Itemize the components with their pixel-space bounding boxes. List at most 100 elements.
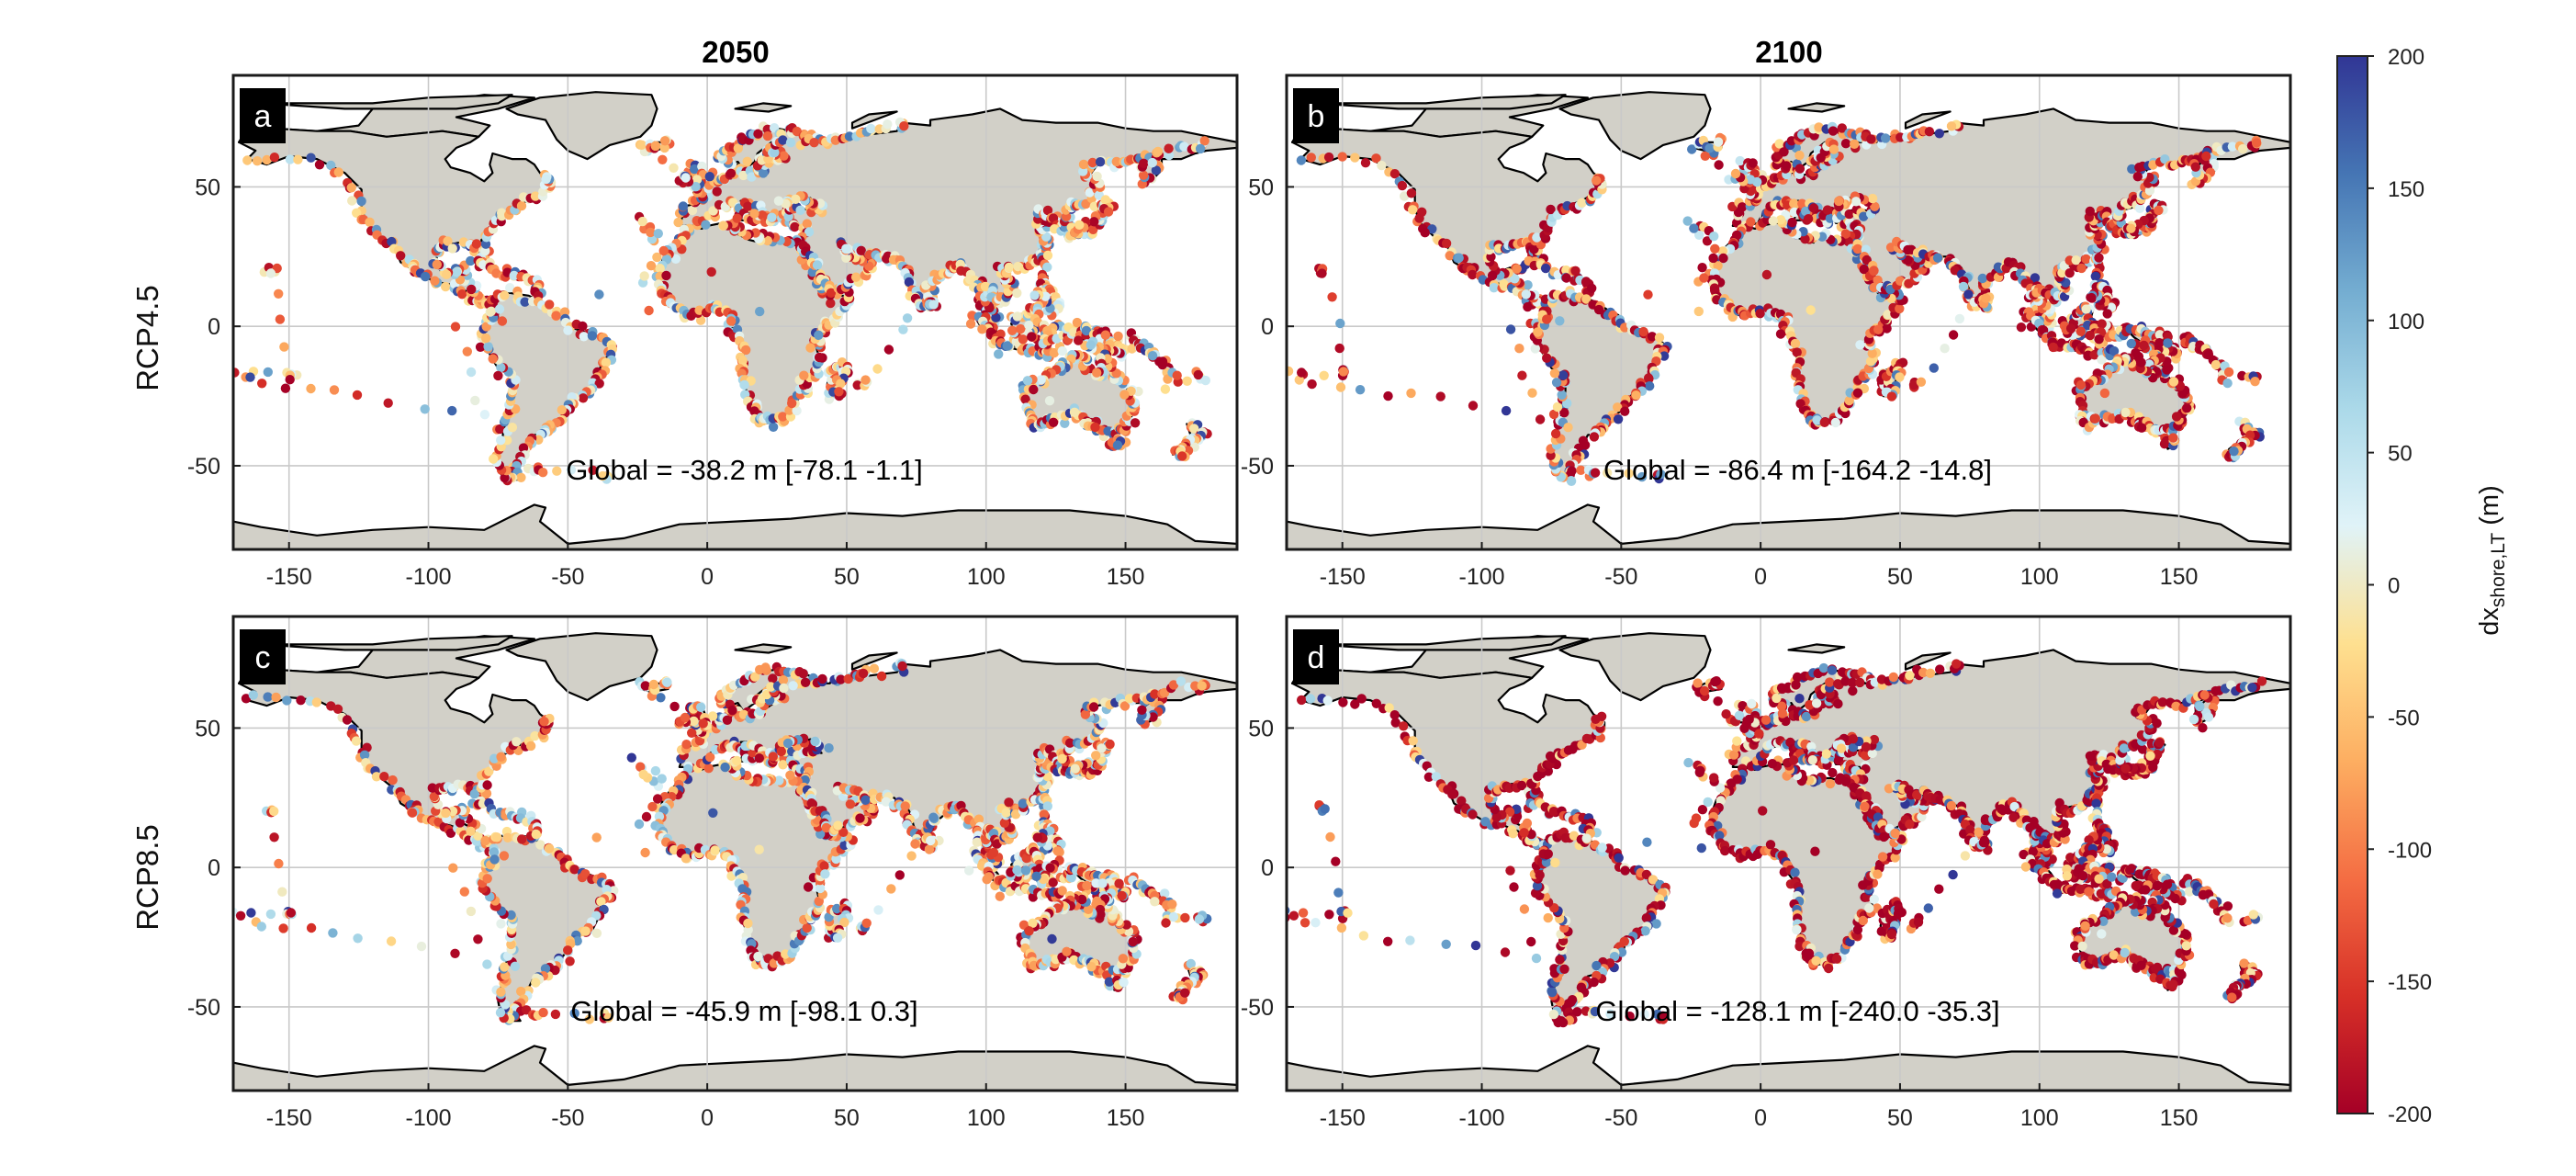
data-point bbox=[1514, 344, 1524, 353]
data-point bbox=[508, 423, 517, 432]
x-tick-label: 100 bbox=[967, 564, 1006, 590]
data-point bbox=[1804, 214, 1813, 223]
data-point bbox=[1794, 151, 1804, 160]
data-point bbox=[2100, 389, 2109, 398]
data-point bbox=[851, 273, 861, 282]
data-point bbox=[1775, 139, 1784, 148]
data-point bbox=[726, 316, 736, 325]
data-point bbox=[898, 325, 907, 334]
data-point bbox=[1531, 344, 1540, 353]
data-point bbox=[1552, 378, 1561, 387]
data-point bbox=[994, 349, 1003, 358]
x-tick-label: 0 bbox=[1754, 564, 1767, 590]
data-point bbox=[2087, 293, 2096, 302]
data-point bbox=[669, 164, 678, 173]
data-point bbox=[1655, 333, 1664, 342]
data-point bbox=[588, 331, 597, 340]
data-point bbox=[1045, 396, 1054, 405]
data-point bbox=[592, 929, 602, 938]
data-point bbox=[1455, 254, 1464, 263]
data-point bbox=[282, 695, 291, 705]
colorbar-tick-label: 200 bbox=[2388, 45, 2424, 70]
data-point bbox=[315, 160, 324, 169]
data-point bbox=[1324, 153, 1333, 162]
data-point bbox=[1699, 273, 1708, 282]
data-point bbox=[489, 454, 498, 463]
data-point bbox=[532, 830, 541, 839]
data-point bbox=[2120, 408, 2130, 417]
data-point bbox=[552, 467, 561, 476]
data-point bbox=[365, 218, 374, 227]
data-point bbox=[2086, 331, 2095, 340]
data-point bbox=[1074, 335, 1083, 345]
data-point bbox=[2229, 447, 2238, 456]
data-point bbox=[2065, 268, 2075, 277]
data-point bbox=[1895, 372, 1904, 381]
data-point bbox=[769, 752, 778, 761]
data-point bbox=[658, 155, 667, 164]
data-point bbox=[1272, 367, 1281, 376]
data-point bbox=[644, 306, 653, 315]
data-point bbox=[421, 404, 430, 413]
data-point bbox=[541, 175, 550, 184]
data-point bbox=[638, 217, 647, 226]
data-point bbox=[1947, 121, 1956, 130]
data-point bbox=[279, 342, 288, 351]
data-point bbox=[1594, 305, 1603, 314]
data-point bbox=[1708, 254, 1717, 263]
colorbar-tick-label: -50 bbox=[2388, 706, 2420, 730]
colorbar-tick-label: -100 bbox=[2388, 838, 2432, 863]
data-point bbox=[306, 153, 315, 163]
data-point bbox=[470, 396, 479, 405]
data-point bbox=[451, 322, 460, 331]
data-point bbox=[763, 131, 772, 141]
data-point bbox=[2163, 338, 2172, 347]
data-point bbox=[1086, 340, 1096, 349]
data-point bbox=[1153, 147, 1163, 156]
data-point bbox=[463, 347, 472, 356]
data-point bbox=[660, 136, 669, 145]
data-point bbox=[799, 669, 808, 678]
data-point bbox=[1868, 194, 1877, 203]
data-point bbox=[1488, 271, 1497, 280]
data-point bbox=[274, 289, 283, 299]
x-tick-label: -150 bbox=[1320, 564, 1366, 590]
data-point bbox=[866, 124, 875, 133]
data-point bbox=[661, 271, 670, 280]
data-point bbox=[1978, 274, 1987, 283]
data-point bbox=[1408, 205, 1417, 214]
data-point bbox=[1714, 160, 1723, 169]
data-point bbox=[565, 956, 574, 966]
data-point bbox=[2081, 254, 2090, 264]
data-point bbox=[2252, 138, 2261, 147]
data-point bbox=[384, 399, 393, 408]
data-point bbox=[1563, 423, 1572, 432]
data-point bbox=[1414, 213, 1423, 222]
data-point bbox=[815, 353, 824, 362]
data-point bbox=[2154, 206, 2163, 215]
data-point bbox=[563, 325, 572, 334]
data-point bbox=[1436, 391, 1445, 401]
data-point bbox=[1850, 140, 1859, 149]
data-point bbox=[2133, 172, 2143, 181]
data-point bbox=[651, 141, 660, 151]
data-point bbox=[1468, 270, 1477, 279]
data-point bbox=[219, 360, 229, 369]
data-point bbox=[701, 220, 710, 230]
data-point bbox=[1806, 305, 1816, 314]
data-point bbox=[1339, 367, 1348, 376]
data-point bbox=[212, 369, 221, 379]
data-point bbox=[790, 222, 799, 232]
data-point bbox=[496, 435, 505, 445]
data-point bbox=[1196, 144, 1205, 153]
data-point bbox=[1398, 181, 1407, 190]
data-point bbox=[809, 138, 818, 147]
data-point bbox=[408, 808, 417, 818]
data-point bbox=[743, 202, 752, 211]
data-point bbox=[1577, 198, 1586, 208]
data-point bbox=[2168, 433, 2177, 442]
x-tick-label: -100 bbox=[1459, 564, 1505, 590]
data-point bbox=[720, 763, 729, 772]
data-point bbox=[487, 307, 496, 316]
